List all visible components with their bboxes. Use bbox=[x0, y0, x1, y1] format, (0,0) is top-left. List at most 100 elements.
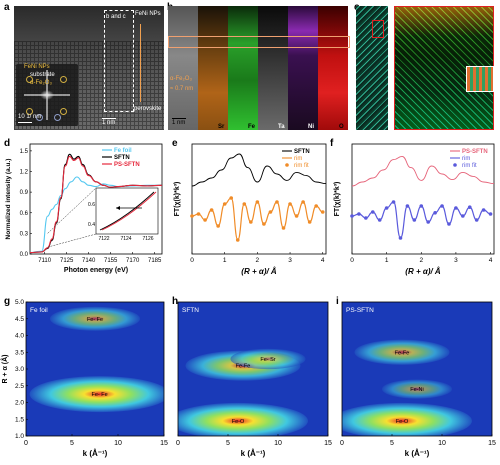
series-point-f bbox=[488, 212, 493, 216]
x-tick-label-e: 3 bbox=[288, 257, 292, 264]
legend-label-f-0: PS-SFTN bbox=[462, 149, 488, 155]
x-tick-label-d: 7125 bbox=[60, 258, 74, 264]
plot-frame-h bbox=[177, 301, 329, 437]
y-tick-label-d: 0.3 bbox=[20, 231, 29, 237]
label-scale-1nm: 1 nm bbox=[102, 120, 116, 126]
y-axis-label-f: FT(χ(k)*k³) bbox=[334, 182, 341, 217]
panel-i-chart: Fe-O Fe-Fe Fe-Ni PS-SFTN 0 5 10 15 k (Å⁻¹) bbox=[340, 301, 496, 458]
channel-ni: Ni bbox=[308, 124, 314, 130]
x-tick-label-g: 10 bbox=[114, 440, 122, 447]
inset-y-tick-label: 0.4 bbox=[88, 222, 95, 228]
label-feni-top: FeNi NPs bbox=[135, 11, 161, 17]
series-point-f bbox=[398, 236, 403, 240]
y-tick-label-g: 5.0 bbox=[15, 299, 24, 306]
heatmap-peak-g-1 bbox=[50, 306, 140, 331]
series-point-e bbox=[209, 208, 214, 212]
panel-label-h: h bbox=[172, 296, 179, 307]
series-point-f bbox=[391, 200, 396, 204]
x-tick-label-g: 15 bbox=[160, 440, 168, 447]
arrow-head-icon bbox=[116, 206, 120, 210]
series-point-f bbox=[419, 204, 424, 208]
series-point-e bbox=[294, 214, 299, 218]
heatmap-peak-g-0 bbox=[29, 376, 164, 413]
eds-sr bbox=[198, 6, 228, 130]
inset-frame-d bbox=[95, 187, 159, 235]
heatmap-peak-h-0 bbox=[178, 402, 308, 436]
y-tick-label-d: 0.6 bbox=[20, 211, 29, 217]
x-tick-label-d: 7140 bbox=[82, 258, 96, 264]
legend-label-d-1: SFTN bbox=[114, 155, 130, 161]
inset-line-ps-sftn bbox=[101, 191, 157, 231]
series-point-e bbox=[288, 202, 292, 206]
series-point-e bbox=[320, 210, 325, 214]
series-point-e bbox=[249, 220, 253, 224]
x-axis-label-d: Photon energy (eV) bbox=[64, 267, 128, 274]
y-tick-label-g: 3.5 bbox=[15, 349, 24, 356]
inset-x-tick-label: 7126 bbox=[142, 236, 153, 242]
label-b-and-c: b and c bbox=[106, 14, 126, 20]
series-point-f bbox=[426, 220, 430, 224]
heatmap-peak-i-1 bbox=[354, 339, 450, 365]
series-point-e bbox=[242, 202, 247, 206]
plot-frame-i bbox=[341, 301, 493, 437]
heatmap-title-h: SFTN bbox=[182, 307, 199, 314]
legend-label-d-0: Fe foil bbox=[114, 148, 132, 154]
series-point-e bbox=[222, 202, 227, 206]
series-point-f bbox=[384, 206, 389, 210]
legend-label-f-1: rim bbox=[462, 156, 470, 162]
x-axis-label-e: (R + α)/ Å bbox=[241, 267, 277, 276]
series-point-e bbox=[255, 200, 260, 204]
series-line-f-0 bbox=[351, 155, 495, 187]
series-point-e bbox=[281, 226, 286, 230]
y-tick-label-g: 4.0 bbox=[15, 333, 24, 340]
inset-y-tick-label: 0.6 bbox=[88, 202, 95, 208]
x-tick-label-g: 5 bbox=[70, 440, 74, 447]
panel-label-f: f bbox=[330, 138, 334, 149]
x-tick-label-e: 0 bbox=[190, 257, 194, 264]
panel-label-g: g bbox=[4, 296, 11, 307]
heatmap-title-g: Fe foil bbox=[30, 307, 48, 314]
y-tick-label-g: 4.5 bbox=[15, 316, 24, 323]
series-point-f bbox=[474, 218, 479, 222]
scale-bar-1nm bbox=[102, 118, 116, 119]
panel-a-tem-image: FeNi NPs b and c perovskite FeNi NPs sub… bbox=[14, 6, 164, 130]
inset-x-tick-label: 7122 bbox=[98, 236, 109, 242]
panel-f-chart: 0 1 2 3 4 (R + α)/ Å FT(χ(k)*k³) PS-SFTNrimrim … bbox=[334, 143, 495, 276]
y-axis-label-e: FT(χ(k)*k³) bbox=[174, 182, 181, 217]
peak-label-g-0: Fe- Fe bbox=[91, 392, 107, 398]
plot-frame-f bbox=[351, 143, 495, 255]
series-line-e-0 bbox=[191, 153, 327, 187]
scale-bar-b bbox=[172, 118, 186, 119]
label-scale-fft: 10 1/ nm bbox=[18, 114, 42, 120]
series-point-e bbox=[216, 224, 220, 228]
legend-label-e-fit: rim fit bbox=[294, 163, 309, 169]
series-point-f bbox=[467, 205, 472, 209]
inset-connector-d bbox=[47, 187, 97, 234]
x-tick-label-e: 4 bbox=[321, 257, 325, 264]
x-axis-label-i: k (Å⁻¹) bbox=[405, 449, 430, 458]
channel-o: O bbox=[339, 124, 344, 130]
legend-label-f-fit: rim fit bbox=[462, 163, 477, 169]
channel-fe: Fe bbox=[248, 124, 256, 130]
series-point-e bbox=[229, 196, 234, 200]
x-tick-label-f: 4 bbox=[489, 257, 493, 264]
x-axis-label-f: (R + α)/ Å bbox=[405, 267, 441, 276]
series-point-e bbox=[275, 200, 279, 204]
y-tick-label-d: 1.5 bbox=[20, 149, 29, 155]
x-axis-label-g: k (Å⁻¹) bbox=[83, 449, 108, 458]
y-tick-label-d: 1.2 bbox=[20, 170, 29, 176]
heatmap-layer-i bbox=[342, 339, 472, 436]
x-tick-label-f: 0 bbox=[350, 257, 354, 264]
panel-label-d: d bbox=[4, 138, 11, 149]
series-point-f bbox=[364, 216, 368, 220]
peak-label-h-2: Fe- Sr bbox=[260, 357, 275, 363]
legend-substrate: substrate bbox=[30, 72, 55, 78]
panel-h-chart: Fe-O Fe-Fe Fe- Sr SFTN 0 5 10 15 k (Å⁻¹) bbox=[176, 301, 332, 458]
heatmap-layer-g bbox=[29, 306, 164, 413]
y-tick-label-g: 1.5 bbox=[15, 416, 24, 423]
series-point-f bbox=[481, 208, 486, 212]
series-point-f bbox=[412, 218, 417, 222]
selection-box-b-and-c bbox=[104, 10, 134, 112]
legend-feni: FeNi NPs bbox=[24, 64, 50, 70]
x-tick-label-i: 0 bbox=[340, 440, 344, 447]
